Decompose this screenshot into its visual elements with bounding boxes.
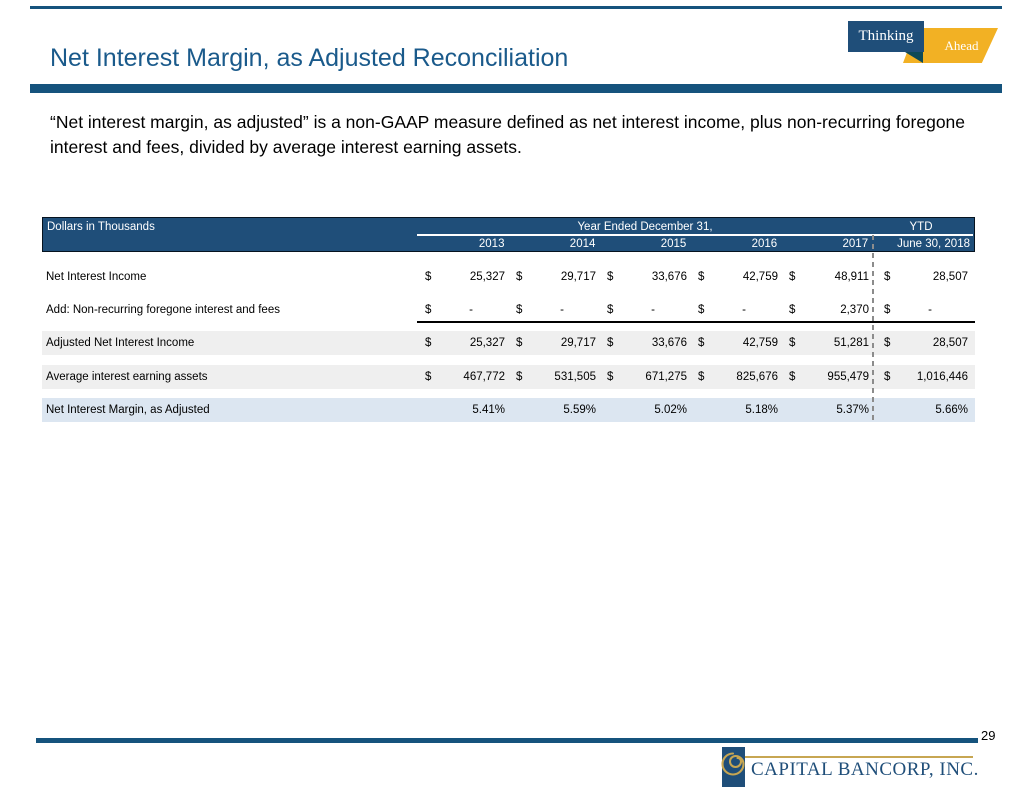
table-header: Dollars in Thousands Year Ended December… xyxy=(42,217,975,252)
dollar-sign: $ xyxy=(698,271,705,283)
cell: $2,370 xyxy=(789,304,869,316)
logo-gold-line xyxy=(745,756,973,758)
ytd-header: YTD xyxy=(909,221,933,233)
intro-text: “Net interest margin, as adjusted” is a … xyxy=(50,112,966,157)
cell: $ - xyxy=(607,304,655,316)
dollar-sign: $ xyxy=(607,271,614,283)
company-name: CAPITAL BANCORP, INC. xyxy=(751,759,979,780)
reconciliation-table: Dollars in Thousands Year Ended December… xyxy=(42,217,975,423)
dollar-sign: $ xyxy=(698,371,705,383)
dollar-sign: $ xyxy=(789,337,796,349)
cell: 5.02% xyxy=(654,404,687,416)
tagline-ahead: Ahead xyxy=(944,37,979,53)
cell: $ - xyxy=(516,304,564,316)
column-header-2016: 2016 xyxy=(751,238,778,250)
cell: $33,676 xyxy=(607,337,687,349)
table-row-average-earning-assets: Average interest earning assets $467,772… xyxy=(42,365,975,389)
thinking-ahead-box-blue: Thinking xyxy=(848,21,924,52)
dollar-sign: $ xyxy=(425,304,432,316)
dollar-sign: $ xyxy=(425,371,432,383)
row-label: Add: Non-recurring foregone interest and… xyxy=(46,304,280,316)
row-label: Net Interest Income xyxy=(46,271,147,283)
cell: $955,479 xyxy=(789,371,869,383)
top-rule xyxy=(30,6,1002,9)
row-label: Adjusted Net Interest Income xyxy=(46,337,195,349)
dollar-sign: $ xyxy=(698,304,705,316)
cell: $28,507 xyxy=(884,271,968,283)
cell: $51,281 xyxy=(789,337,869,349)
column-header-2013: 2013 xyxy=(478,238,505,250)
year-group-header: Year Ended December 31, xyxy=(577,221,713,233)
dollar-sign: $ xyxy=(516,337,523,349)
cell: $ - xyxy=(698,304,746,316)
dollar-sign: $ xyxy=(789,304,796,316)
cell: 5.41% xyxy=(472,404,505,416)
cell: $42,759 xyxy=(698,271,778,283)
dollar-sign: $ xyxy=(789,371,796,383)
title-underline-rule xyxy=(30,84,1002,93)
bottom-rule xyxy=(36,738,978,743)
cell: 5.37% xyxy=(836,404,869,416)
cell: $ - xyxy=(884,304,932,316)
column-header-2015: 2015 xyxy=(660,238,687,250)
cell: $671,275 xyxy=(607,371,687,383)
dollar-sign: $ xyxy=(425,271,432,283)
table-row-net-interest-income: Net Interest Income $25,327 $29,717 $33,… xyxy=(42,265,975,289)
cell: $467,772 xyxy=(425,371,505,383)
dollar-sign: $ xyxy=(607,371,614,383)
row-label: Net Interest Margin, as Adjusted xyxy=(46,404,210,416)
cell: $25,327 xyxy=(425,337,505,349)
year-columns-row: 2013 2014 2015 2016 2017 June 30, 2018 xyxy=(43,236,974,252)
dollar-sign: $ xyxy=(516,271,523,283)
cell: $825,676 xyxy=(698,371,778,383)
dollar-sign: $ xyxy=(607,337,614,349)
ribbon-fold-triangle xyxy=(905,52,923,63)
cell: $48,911 xyxy=(789,271,869,283)
cell: 5.59% xyxy=(563,404,596,416)
cell: $25,327 xyxy=(425,271,505,283)
dollar-sign: $ xyxy=(884,371,891,383)
page-number: 29 xyxy=(981,728,996,743)
cell: $28,507 xyxy=(884,337,968,349)
table-row-adjusted-net-interest-income: Adjusted Net Interest Income $25,327 $29… xyxy=(42,331,975,355)
dollar-sign: $ xyxy=(698,337,705,349)
dollar-sign: $ xyxy=(425,337,432,349)
dollar-sign: $ xyxy=(516,371,523,383)
cell: $29,717 xyxy=(516,337,596,349)
cell: $531,505 xyxy=(516,371,596,383)
dashed-column-divider xyxy=(872,235,874,423)
dollar-sign: $ xyxy=(789,271,796,283)
cell: $ - xyxy=(425,304,473,316)
cell: 5.66% xyxy=(935,404,968,416)
table-row-net-interest-margin-adjusted: Net Interest Margin, as Adjusted 5.41% 5… xyxy=(42,398,975,422)
header-underline xyxy=(417,234,973,236)
dollar-sign: $ xyxy=(516,304,523,316)
column-header-ytd-date: June 30, 2018 xyxy=(897,238,970,250)
cell: $29,717 xyxy=(516,271,596,283)
page-title: Net Interest Margin, as Adjusted Reconci… xyxy=(50,44,569,72)
dollar-sign: $ xyxy=(607,304,614,316)
cell: $42,759 xyxy=(698,337,778,349)
table-row-nonrecurring-foregone: Add: Non-recurring foregone interest and… xyxy=(42,298,975,323)
dollar-sign: $ xyxy=(884,337,891,349)
column-header-2014: 2014 xyxy=(569,238,596,250)
cell: 5.18% xyxy=(745,404,778,416)
corner-label: Dollars in Thousands xyxy=(47,221,155,233)
subtotal-underline xyxy=(417,321,975,323)
dollar-sign: $ xyxy=(884,304,891,316)
row-label: Average interest earning assets xyxy=(46,371,208,383)
dollar-sign: $ xyxy=(884,271,891,283)
column-header-2017: 2017 xyxy=(842,238,869,250)
cell: $33,676 xyxy=(607,271,687,283)
tagline-thinking: Thinking xyxy=(858,28,914,44)
capital-bancorp-swirl-icon xyxy=(721,752,745,776)
cell: $1,016,446 xyxy=(884,371,968,383)
